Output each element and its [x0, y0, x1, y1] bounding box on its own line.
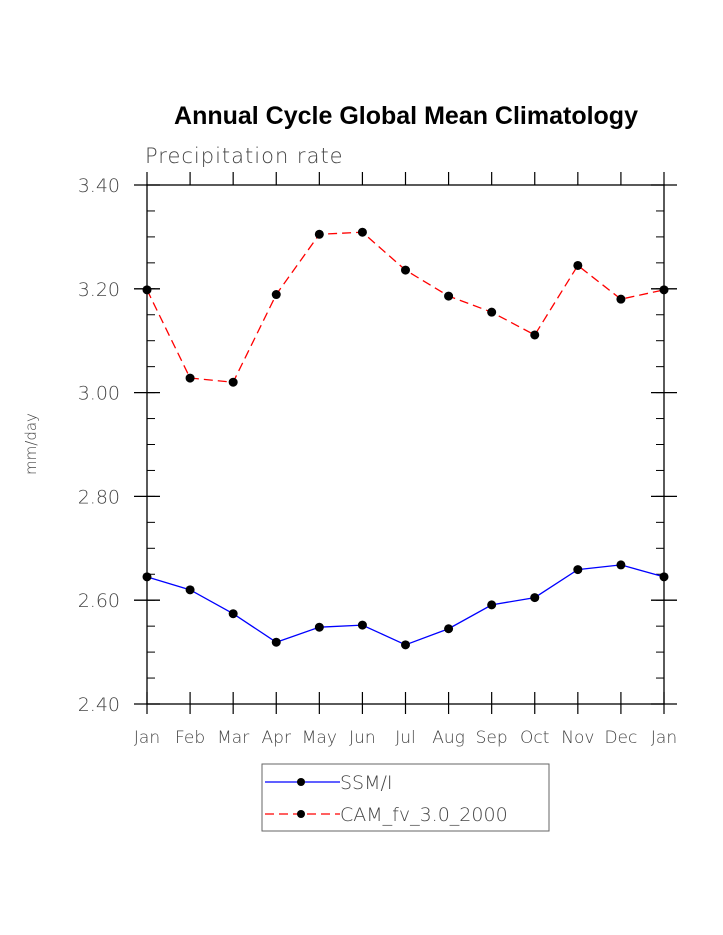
x-tick-label: Feb — [175, 728, 205, 748]
data-point — [444, 624, 454, 634]
data-point — [530, 330, 540, 340]
x-tick-label: Jan — [134, 728, 160, 748]
data-point — [271, 637, 281, 647]
data-point — [401, 640, 410, 650]
chart-subtitle: Precipitation rate — [145, 144, 344, 168]
legend-label: SSM/I — [340, 772, 393, 794]
data-point — [573, 565, 583, 575]
data-point — [487, 307, 497, 317]
x-tick-label: Jun — [349, 728, 376, 748]
legend-label: CAM_fv_3.0_2000 — [340, 804, 508, 826]
data-point — [401, 265, 410, 275]
y-tick-label: 3.20 — [78, 279, 120, 301]
plot-frame — [146, 184, 665, 705]
data-point — [357, 227, 367, 237]
x-tick-label: Aug — [432, 728, 465, 748]
x-tick-label: Apr — [262, 728, 291, 748]
y-tick-label: 3.40 — [78, 175, 120, 197]
x-tick-label: Jan — [651, 728, 677, 748]
data-point — [228, 377, 238, 387]
data-point — [659, 572, 669, 582]
series-line-cam-fv-3-0-2000 — [146, 231, 665, 383]
y-axis-label: mm/day — [22, 413, 40, 475]
chart-title: Annual Cycle Global Mean Climatology — [174, 102, 638, 130]
data-point — [357, 620, 367, 630]
data-point — [487, 600, 497, 610]
x-tick-label: May — [302, 728, 337, 748]
data-point — [314, 622, 324, 632]
data-point — [228, 609, 238, 619]
data-point — [616, 560, 626, 570]
y-tick-label: 3.00 — [78, 383, 120, 405]
x-tick-label: Oct — [520, 728, 549, 748]
series-line-ssm-i — [146, 564, 665, 646]
data-point — [142, 572, 152, 582]
data-point — [142, 285, 152, 295]
y-tick-label: 2.80 — [78, 486, 120, 508]
y-tick-label: 2.40 — [78, 694, 120, 716]
data-point — [530, 593, 540, 603]
data-point — [444, 291, 454, 301]
data-point — [185, 373, 195, 383]
x-tick-label: Dec — [604, 728, 637, 748]
x-tick-label: Sep — [476, 728, 508, 748]
legend-marker — [297, 810, 305, 818]
data-point — [573, 260, 583, 270]
data-point — [616, 294, 626, 304]
legend-marker — [297, 778, 305, 786]
y-tick-label: 2.60 — [78, 590, 120, 612]
x-tick-label: Nov — [561, 728, 594, 748]
x-tick-label: Jul — [395, 728, 416, 748]
legend-box — [261, 763, 550, 832]
data-point — [314, 229, 324, 239]
data-point — [659, 285, 669, 295]
legend: SSM/I CAM_fv_3.0_2000 — [261, 763, 550, 832]
data-point — [271, 290, 281, 300]
x-tick-label: Mar — [217, 728, 249, 748]
data-point — [185, 585, 195, 595]
